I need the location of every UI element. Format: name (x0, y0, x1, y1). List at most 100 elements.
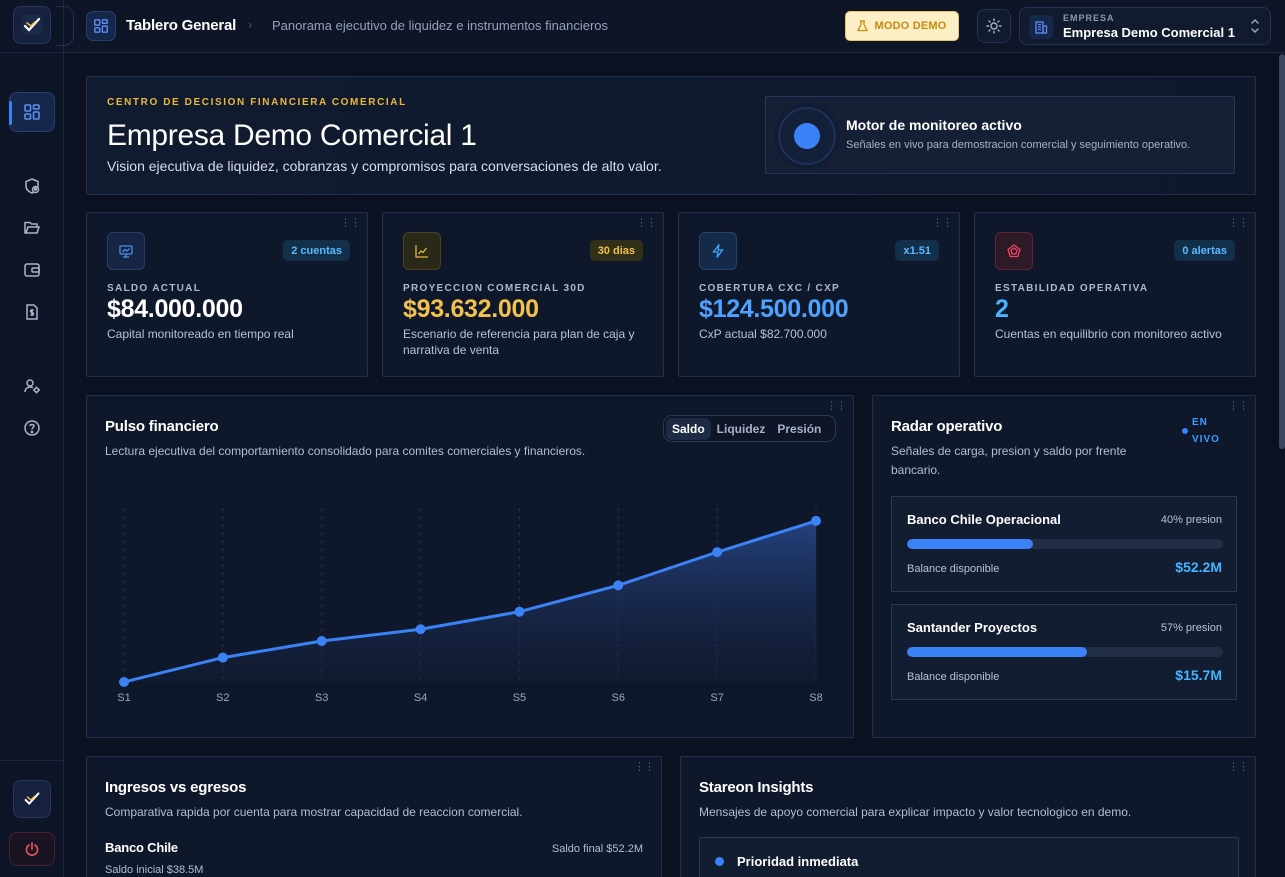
sidebar-brand-button[interactable] (13, 780, 51, 818)
drag-handle-icon[interactable]: ⋮⋮ (636, 217, 657, 229)
sidebar-divider (0, 52, 64, 53)
hero-description: Vision ejecutiva de liquidez, cobranzas … (107, 158, 662, 174)
pulse-metric-toggle[interactable]: Saldo Liquidez Presión (663, 415, 836, 442)
drag-handle-icon[interactable]: ⋮⋮ (1228, 217, 1249, 229)
page-icon (86, 11, 116, 41)
data-point[interactable] (316, 635, 327, 646)
check-chart-logo-icon (24, 792, 40, 806)
insight-title: Prioridad inmediata (737, 854, 859, 869)
sun-icon (986, 18, 1002, 34)
x-tick-label: S5 (513, 692, 526, 704)
drag-handle-icon[interactable]: ⋮⋮ (932, 217, 953, 229)
insight-item[interactable]: Prioridad inmediata (699, 837, 1239, 877)
drag-handle-icon[interactable]: ⋮⋮ (1228, 761, 1249, 773)
pressure-bar-fill (907, 647, 1088, 657)
tab-presion[interactable]: Presión (777, 421, 822, 436)
sidebar-item-invoices[interactable] (9, 292, 55, 332)
data-point[interactable] (811, 515, 821, 526)
final-balance: Saldo final $52.2M (551, 843, 643, 855)
monitor-title: Motor de monitoreo activo (846, 117, 1022, 133)
radar-item[interactable]: Banco Chile Operacional 40% presion Bala… (891, 496, 1237, 592)
hero-title: Empresa Demo Comercial 1 (107, 119, 477, 152)
flask-icon (857, 20, 869, 32)
data-point[interactable] (712, 547, 723, 558)
top-header: Tablero General › Panorama ejecutivo de … (56, 0, 1285, 53)
lightning-icon (699, 232, 737, 270)
pentagon-alert-icon (995, 232, 1033, 270)
kpi-badge: x1.51 (895, 240, 939, 261)
data-point[interactable] (415, 624, 426, 635)
pressure-bar (907, 647, 1223, 657)
dashboard-icon (24, 104, 40, 120)
page-scrollbar[interactable] (1279, 54, 1285, 877)
building-icon (1029, 15, 1053, 39)
kpi-badge: 2 cuentas (283, 240, 350, 261)
power-icon (25, 842, 39, 856)
radar-item-pressure: 40% presion (1160, 514, 1222, 526)
sidebar-item-wallet[interactable] (9, 250, 55, 290)
dashboard-icon (94, 19, 108, 33)
help-circle-icon (24, 420, 40, 436)
income-expense-card: ⋮⋮ Ingresos vs egresos Comparativa rapid… (86, 756, 662, 877)
live-badge-line2: VIVO (1192, 434, 1220, 445)
sidebar-item-users-settings[interactable] (9, 366, 55, 406)
drag-handle-icon[interactable]: ⋮⋮ (826, 400, 847, 412)
company-selector-value: Empresa Demo Comercial 1 (1063, 25, 1235, 40)
monitor-description: Señales en vivo para demostracion comerc… (846, 139, 1191, 151)
trend-chart-icon (403, 232, 441, 270)
tab-saldo[interactable]: Saldo (666, 417, 711, 440)
kpi-description: Escenario de referencia para plan de caj… (403, 327, 635, 357)
income-expense-title: Ingresos vs egresos (105, 779, 247, 796)
scrollbar-thumb[interactable] (1279, 54, 1285, 449)
folder-open-icon (24, 221, 41, 234)
radar-item-name: Santander Proyectos (907, 620, 1038, 635)
live-badge: EN VIVO (1192, 414, 1220, 448)
app-logo[interactable] (13, 6, 51, 44)
drag-handle-icon[interactable]: ⋮⋮ (1228, 400, 1249, 412)
radar-title: Radar operativo (891, 418, 1003, 435)
priority-dot (715, 857, 724, 866)
tab-liquidez[interactable]: Liquidez (716, 421, 766, 436)
hero-banner: CENTRO DE DECISION FINANCIERA COMERCIAL … (86, 76, 1256, 195)
radar-item-name: Banco Chile Operacional (907, 512, 1061, 527)
kpi-value: $84.000.000 (107, 295, 243, 323)
pulse-title: Pulso financiero (105, 418, 219, 435)
drag-handle-icon[interactable]: ⋮⋮ (340, 217, 361, 229)
sidebar-item-documents[interactable] (9, 208, 55, 248)
data-point[interactable] (514, 606, 525, 617)
x-tick-label: S3 (315, 692, 328, 704)
sidebar-toggle-handle[interactable] (56, 6, 74, 46)
monitor-chart-icon (107, 232, 145, 270)
radar-card: ⋮⋮ Radar operativo Señales de carga, pre… (872, 395, 1256, 738)
kpi-card-proyeccion[interactable]: ⋮⋮ 30 dias PROYECCION COMERCIAL 30D $93.… (382, 212, 664, 377)
breadcrumb-separator-icon: › (248, 17, 253, 32)
company-selector[interactable]: EMPRESA Empresa Demo Comercial 1 (1019, 7, 1271, 45)
sidebar-item-security[interactable] (9, 166, 55, 206)
x-tick-label: S8 (809, 692, 822, 704)
drag-handle-icon[interactable]: ⋮⋮ (634, 761, 655, 773)
sidebar-item-help[interactable] (9, 408, 55, 448)
data-point[interactable] (119, 677, 129, 687)
radar-item-balance-label: Balance disponible (907, 671, 1000, 683)
pulse-subtitle: Lectura ejecutiva del comportamiento con… (105, 444, 586, 458)
demo-mode-button[interactable]: MODO DEMO (845, 11, 959, 41)
logout-button[interactable] (9, 832, 55, 866)
theme-toggle-button[interactable] (977, 9, 1011, 43)
radar-item-amount: $15.7M (1175, 667, 1222, 683)
pulse-line-chart: S1 S2 S3 S4 S5 S6 S7 S8 (117, 508, 823, 704)
sidebar-item-dashboard[interactable] (9, 92, 55, 132)
radar-item-pressure: 57% presion (1160, 622, 1222, 634)
kpi-card-cobertura[interactable]: ⋮⋮ x1.51 COBERTURA CXC / CXP $124.500.00… (678, 212, 960, 377)
radar-item[interactable]: Santander Proyectos 57% presion Balance … (891, 604, 1237, 700)
data-point[interactable] (217, 652, 228, 663)
kpi-value: 2 (995, 295, 1009, 323)
data-point[interactable] (613, 580, 624, 591)
shield-user-icon (25, 178, 40, 194)
kpi-card-saldo[interactable]: ⋮⋮ 2 cuentas SALDO ACTUAL $84.000.000 Ca… (86, 212, 368, 377)
chevron-up-down-icon (1250, 17, 1260, 40)
users-settings-icon (24, 379, 40, 394)
demo-mode-label: MODO DEMO (874, 20, 947, 32)
page-subtitle: Panorama ejecutivo de liquidez e instrum… (272, 18, 609, 33)
x-tick-label: S4 (414, 692, 427, 704)
kpi-card-estabilidad[interactable]: ⋮⋮ 0 alertas ESTABILIDAD OPERATIVA 2 Cue… (974, 212, 1256, 377)
